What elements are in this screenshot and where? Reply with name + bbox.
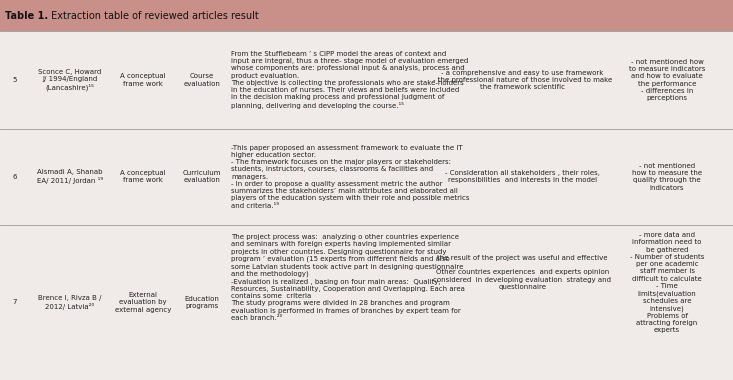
- Text: A conceptual
frame work: A conceptual frame work: [120, 73, 166, 87]
- Bar: [0, 0, 733, 31]
- Text: From the Stufflebeam ’ s CIPP model the areas of context and
input are integral,: From the Stufflebeam ’ s CIPP model the …: [231, 51, 468, 109]
- Text: Brence I, Rivza B /
2012/ Latvia²⁰: Brence I, Rivza B / 2012/ Latvia²⁰: [38, 295, 101, 310]
- Text: -This paper proposed an assessment framework to evaluate the IT
higher education: -This paper proposed an assessment frame…: [231, 145, 469, 209]
- Text: the result of the project was useful and effective

Other countries experiences : the result of the project was useful and…: [433, 255, 611, 290]
- Text: - not mentioned how
to measure indicators
and how to evaluate
the performance
- : - not mentioned how to measure indicator…: [629, 59, 705, 101]
- Text: - Consideration all stakeholders , their roles,
responsibilities  and interests : - Consideration all stakeholders , their…: [445, 170, 600, 183]
- Text: 6: 6: [12, 174, 17, 180]
- Text: - a comprehensive and easy to use framework
- the professional nature of those i: - a comprehensive and easy to use framew…: [432, 70, 612, 90]
- Text: Extraction table of reviewed articles result: Extraction table of reviewed articles re…: [48, 11, 259, 21]
- Text: The project process was:  analyzing o other countries experience
and seminars wi: The project process was: analyzing o oth…: [231, 234, 465, 321]
- Text: Curriculum
evaluation: Curriculum evaluation: [183, 170, 221, 183]
- Text: 7: 7: [12, 299, 17, 305]
- Text: - more data and
information need to
be gathered
- Number of students
per one aca: - more data and information need to be g…: [630, 232, 704, 333]
- Text: External
evaluation by
external agency: External evaluation by external agency: [115, 292, 171, 312]
- Text: Education
programs: Education programs: [184, 296, 219, 309]
- Text: Table 1.: Table 1.: [5, 11, 48, 21]
- Text: Sconce C, Howard
J/ 1994/England
(Lancashire)¹⁵: Sconce C, Howard J/ 1994/England (Lancas…: [38, 69, 101, 91]
- Text: A conceptual
frame work: A conceptual frame work: [120, 170, 166, 183]
- Text: - not mentioned
how to measure the
quality through the
indicators: - not mentioned how to measure the quali…: [632, 163, 702, 190]
- Text: Course
evaluation: Course evaluation: [183, 73, 220, 87]
- Text: 5: 5: [12, 77, 17, 83]
- Text: Alsmadi A, Shanab
EA/ 2011/ Jordan ¹⁹: Alsmadi A, Shanab EA/ 2011/ Jordan ¹⁹: [37, 169, 103, 184]
